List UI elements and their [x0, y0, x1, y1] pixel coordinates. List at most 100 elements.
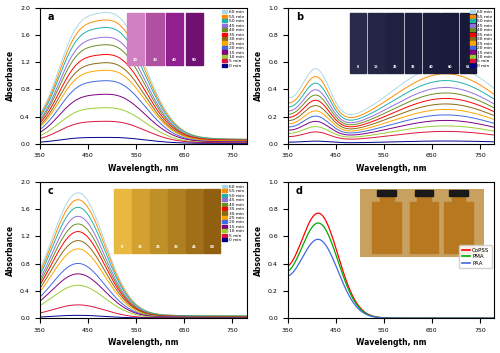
- 20 min: [75, 261, 81, 265]
- 15 min: [244, 315, 250, 319]
- 30 min: [488, 112, 494, 116]
- Line: 60 min: 60 min: [40, 193, 246, 316]
- 45 min: [284, 109, 290, 113]
- 30 min: [136, 309, 142, 313]
- 0 min: [348, 140, 354, 145]
- 60 min: [136, 50, 142, 55]
- 5 min: [239, 316, 245, 320]
- 60 min: [160, 313, 166, 317]
- Line: 35 min: 35 min: [40, 54, 246, 140]
- 40 min: [149, 96, 155, 100]
- 45 min: [384, 107, 390, 111]
- 40 min: [206, 315, 212, 319]
- 50 min: [206, 314, 212, 318]
- 50 min: [488, 95, 494, 99]
- 50 min: [149, 88, 155, 92]
- 60 min: [492, 86, 498, 91]
- PMA: [408, 316, 414, 320]
- 45 min: [149, 312, 155, 316]
- 50 min: [103, 25, 109, 30]
- 20 min: [149, 113, 155, 117]
- 30 min: [239, 139, 245, 143]
- 10 min: [136, 116, 142, 121]
- CoPSS: [492, 316, 498, 320]
- Text: c: c: [48, 186, 54, 196]
- 35 min: [455, 97, 461, 102]
- 60 min: [455, 65, 461, 69]
- Line: 0 min: 0 min: [40, 137, 246, 143]
- 15 min: [136, 106, 141, 110]
- CoPSS: [408, 316, 414, 320]
- 55 min: [136, 53, 141, 57]
- 10 min: [455, 124, 461, 128]
- 35 min: [384, 114, 390, 118]
- 25 min: [408, 113, 414, 117]
- 60 min: [239, 137, 245, 141]
- Line: 60 min: 60 min: [288, 66, 494, 114]
- 15 min: [239, 140, 245, 144]
- 60 min: [149, 311, 155, 315]
- Line: 25 min: 25 min: [40, 249, 246, 317]
- 55 min: [136, 305, 141, 309]
- 40 min: [149, 312, 155, 317]
- 45 min: [149, 92, 155, 96]
- 20 min: [136, 311, 141, 315]
- 5 min: [442, 129, 448, 133]
- 10 min: [284, 131, 290, 136]
- PAA: [284, 274, 290, 278]
- 25 min: [149, 313, 155, 318]
- Line: 55 min: 55 min: [288, 74, 494, 118]
- 30 min: [149, 313, 155, 317]
- Line: 0 min: 0 min: [40, 315, 246, 318]
- 5 min: [455, 130, 461, 134]
- 45 min: [488, 100, 494, 104]
- 45 min: [244, 138, 250, 142]
- 55 min: [384, 98, 390, 103]
- 25 min: [149, 107, 155, 112]
- 20 min: [384, 124, 390, 128]
- 45 min: [206, 315, 212, 319]
- 15 min: [136, 312, 142, 316]
- 0 min: [239, 141, 245, 145]
- 25 min: [244, 315, 250, 319]
- 55 min: [384, 98, 390, 102]
- 0 min: [206, 316, 212, 320]
- 40 min: [348, 123, 354, 127]
- 60 min: [442, 64, 448, 68]
- 5 min: [397, 132, 403, 137]
- 55 min: [136, 55, 142, 60]
- 25 min: [136, 310, 141, 314]
- 5 min: [206, 316, 212, 320]
- 0 min: [103, 135, 109, 139]
- PAA: [384, 316, 390, 320]
- CoPSS: [384, 316, 390, 320]
- 35 min: [75, 229, 81, 234]
- X-axis label: Wavelength, nm: Wavelength, nm: [108, 164, 178, 173]
- 0 min: [397, 139, 403, 144]
- 40 min: [136, 308, 142, 312]
- PMA: [284, 270, 290, 274]
- 30 min: [136, 85, 142, 90]
- 55 min: [36, 271, 43, 275]
- 40 min: [492, 106, 498, 110]
- 15 min: [206, 315, 212, 319]
- 45 min: [136, 306, 141, 311]
- 15 min: [244, 140, 250, 144]
- 35 min: [397, 108, 403, 112]
- 0 min: [488, 139, 494, 144]
- PMA: [397, 316, 403, 320]
- 10 min: [492, 129, 498, 133]
- Line: 50 min: 50 min: [40, 207, 246, 316]
- 20 min: [348, 131, 354, 135]
- 55 min: [455, 73, 461, 77]
- 60 min: [136, 304, 141, 308]
- Y-axis label: Absorbance: Absorbance: [6, 225, 15, 276]
- 35 min: [239, 138, 245, 142]
- 35 min: [284, 115, 290, 119]
- 55 min: [239, 137, 245, 142]
- 40 min: [206, 137, 212, 142]
- 50 min: [492, 97, 498, 101]
- 15 min: [149, 314, 155, 318]
- Line: 30 min: 30 min: [288, 104, 494, 129]
- 15 min: [408, 122, 414, 126]
